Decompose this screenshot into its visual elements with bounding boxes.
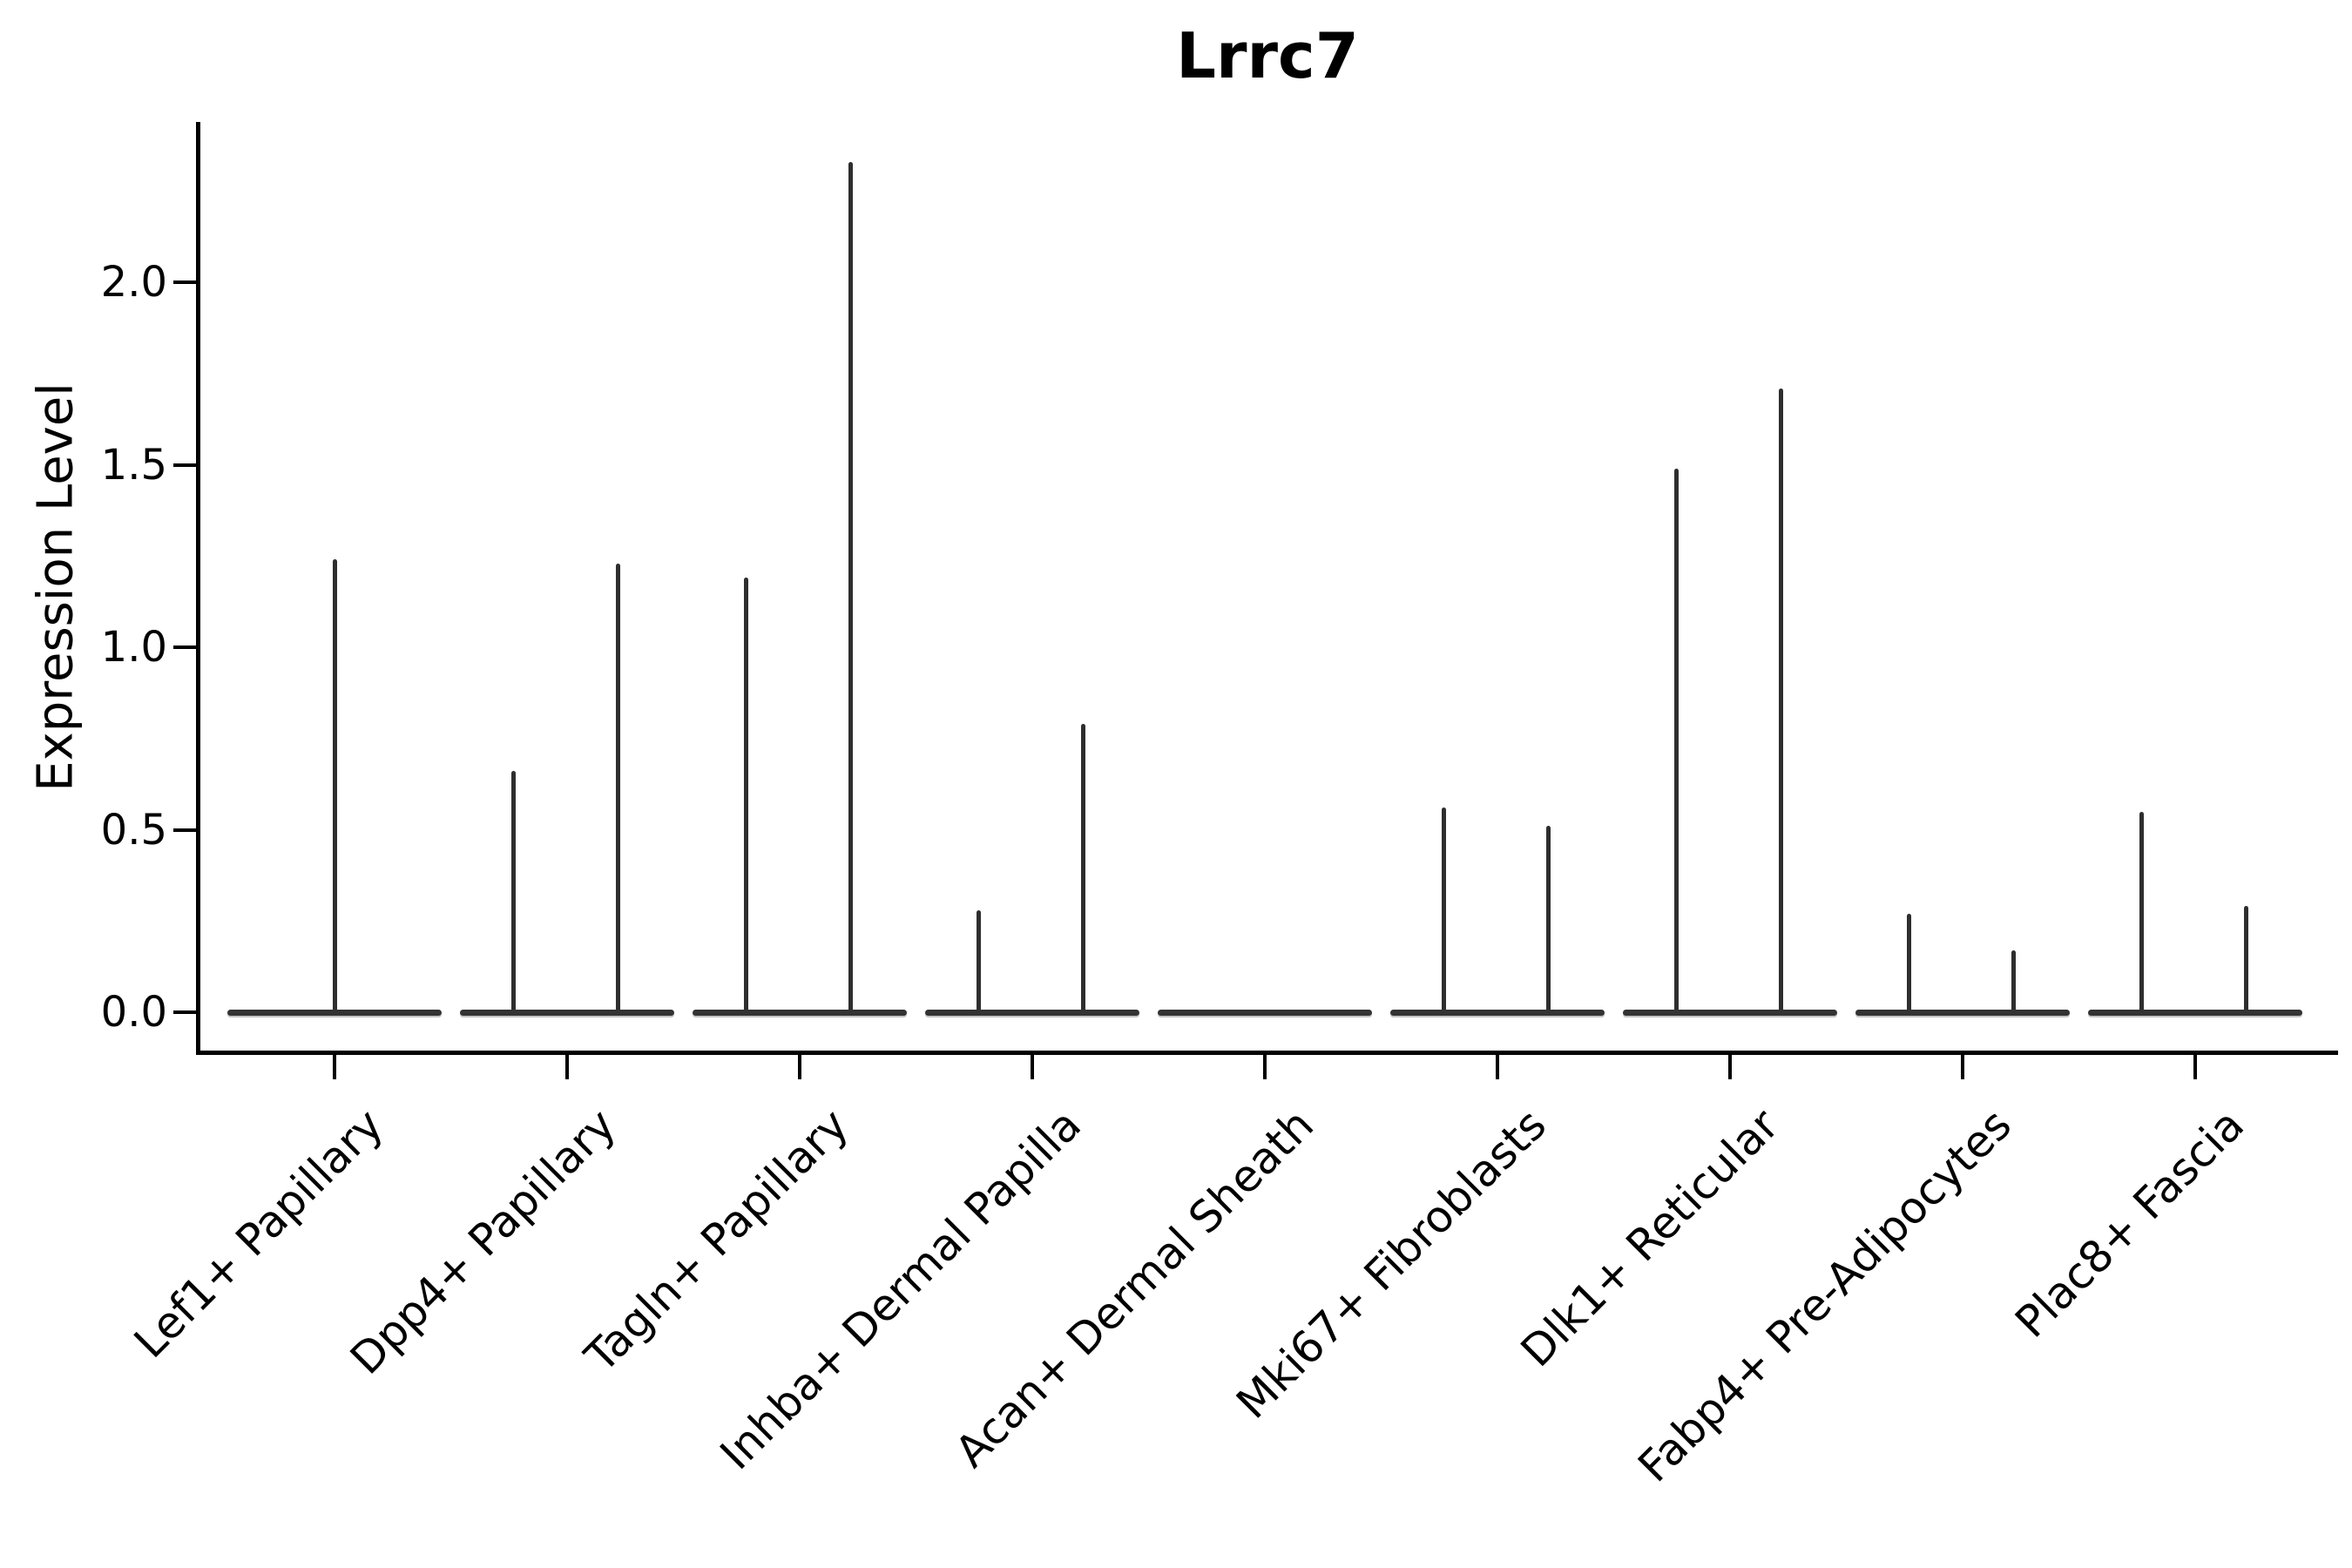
violin-spike xyxy=(1779,388,1783,1015)
violin-baseline xyxy=(2088,1010,2302,1016)
y-tick-mark xyxy=(173,645,197,649)
violin-spike xyxy=(2244,906,2248,1015)
x-tick-mark xyxy=(1961,1055,1964,1079)
y-tick-mark xyxy=(173,463,197,467)
y-tick-label: 0.5 xyxy=(100,805,167,855)
plot-title: Lrrc7 xyxy=(1176,19,1359,92)
violin-baseline xyxy=(1623,1010,1837,1016)
y-tick-label: 2.0 xyxy=(100,258,167,307)
violin-baseline xyxy=(460,1010,674,1016)
x-tick-label: Dpp4+ Papillary xyxy=(341,1099,626,1384)
x-tick-mark xyxy=(333,1055,336,1079)
x-tick-label: Inhba+ Dermal Papilla xyxy=(710,1099,1092,1480)
violin-baseline xyxy=(1390,1010,1605,1016)
violin-spike xyxy=(744,578,748,1015)
y-tick-mark xyxy=(173,280,197,284)
violin-spike xyxy=(2011,950,2016,1015)
x-tick-mark xyxy=(1496,1055,1499,1079)
violin-baseline xyxy=(1855,1010,2070,1016)
violin-spike xyxy=(1907,913,1911,1015)
violin-baseline xyxy=(227,1010,442,1016)
y-tick-label: 1.0 xyxy=(100,623,167,672)
violin-spike xyxy=(1442,808,1446,1015)
violin-baseline xyxy=(1158,1010,1372,1016)
y-tick-mark xyxy=(173,1010,197,1014)
y-axis-spine xyxy=(196,122,200,1053)
violin-baseline xyxy=(693,1010,907,1016)
x-tick-label: Mki67+ Fibroblasts xyxy=(1227,1099,1557,1429)
x-tick-label: Dlk1+ Reticular xyxy=(1511,1099,1789,1377)
x-tick-mark xyxy=(2193,1055,2197,1079)
violin-spike xyxy=(1546,826,1551,1015)
x-axis-spine xyxy=(196,1051,2338,1055)
y-tick-label: 1.5 xyxy=(100,440,167,490)
violin-spike xyxy=(616,563,620,1015)
violin-spike xyxy=(1081,723,1085,1015)
violin-spike xyxy=(977,909,981,1015)
x-tick-label: Acan+ Dermal Sheath xyxy=(945,1099,1324,1477)
x-tick-mark xyxy=(565,1055,569,1079)
x-tick-label: Plac8+ Fascia xyxy=(2005,1099,2254,1348)
violin-baseline xyxy=(925,1010,1139,1016)
x-tick-mark xyxy=(798,1055,801,1079)
violin-spike xyxy=(2139,811,2144,1015)
x-tick-mark xyxy=(1263,1055,1267,1079)
x-tick-mark xyxy=(1031,1055,1034,1079)
violin-spike xyxy=(1674,468,1679,1015)
y-tick-label: 0.0 xyxy=(100,988,167,1037)
violin-spike xyxy=(848,161,853,1015)
y-tick-mark xyxy=(173,828,197,832)
violin-spike xyxy=(511,771,516,1015)
violin-spike xyxy=(333,559,337,1015)
x-tick-label: Tagln+ Papillary xyxy=(575,1099,859,1382)
x-tick-mark xyxy=(1728,1055,1732,1079)
x-tick-label: Fabp4+ Pre-Adipocytes xyxy=(1628,1099,2022,1492)
